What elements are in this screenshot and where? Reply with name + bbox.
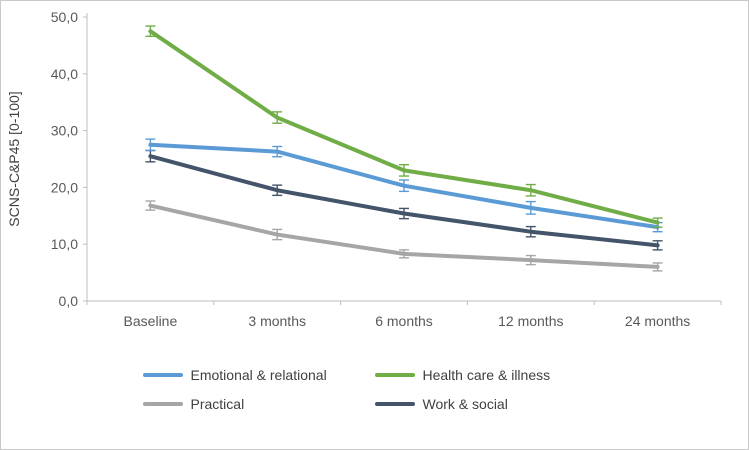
legend-item-health-care-illness: Health care & illness <box>374 367 607 383</box>
legend-row: Practical Work & social <box>1 396 748 412</box>
series-line-emotional-relational <box>148 142 660 230</box>
x-category-label: 6 months <box>375 313 433 329</box>
y-tick-label: 10,0 <box>51 236 78 252</box>
legend-row: Emotional & relational Health care & illn… <box>1 367 748 383</box>
legend-item-emotional-relational: Emotional & relational <box>142 367 375 383</box>
series-line-work-social <box>148 154 660 248</box>
series-work-social <box>145 149 663 251</box>
legend-item-practical: Practical <box>142 396 375 412</box>
series-line-health-care-illness <box>148 29 660 225</box>
x-category-label: 3 months <box>248 313 306 329</box>
legend-item-work-social: Work & social <box>374 396 607 412</box>
legend-label: Emotional & relational <box>190 367 327 383</box>
scns-line-chart: 0,0 10,0 20,0 30,0 40,0 50,0 Baseline 3 months 6… <box>6 9 722 329</box>
series-line-practical <box>148 203 660 269</box>
legend-line-swatch <box>142 373 183 377</box>
legend-label: Health care & illness <box>422 367 551 383</box>
x-category-label: 12 months <box>498 313 563 329</box>
x-category-label: 24 months <box>625 313 690 329</box>
y-tick-label: 50,0 <box>51 9 78 25</box>
y-tick-label: 30,0 <box>51 123 78 139</box>
series-health-care-illness <box>145 25 663 228</box>
legend-line-swatch <box>374 373 415 377</box>
legend-label: Practical <box>190 396 245 412</box>
chart-legend: Emotional & relational Health care & illn… <box>1 367 748 412</box>
y-tick-label: 0,0 <box>59 293 79 309</box>
x-category-label: Baseline <box>124 313 178 329</box>
legend-line-swatch <box>374 402 415 406</box>
legend-label: Work & social <box>422 396 508 412</box>
series-emotional-relational <box>145 138 663 233</box>
y-tick-label: 20,0 <box>51 179 78 195</box>
series-practical <box>145 200 663 272</box>
y-axis-title: SCNS-C&P45 [0-100] <box>6 91 22 226</box>
legend-line-swatch <box>142 402 183 406</box>
y-tick-label: 40,0 <box>51 66 78 82</box>
